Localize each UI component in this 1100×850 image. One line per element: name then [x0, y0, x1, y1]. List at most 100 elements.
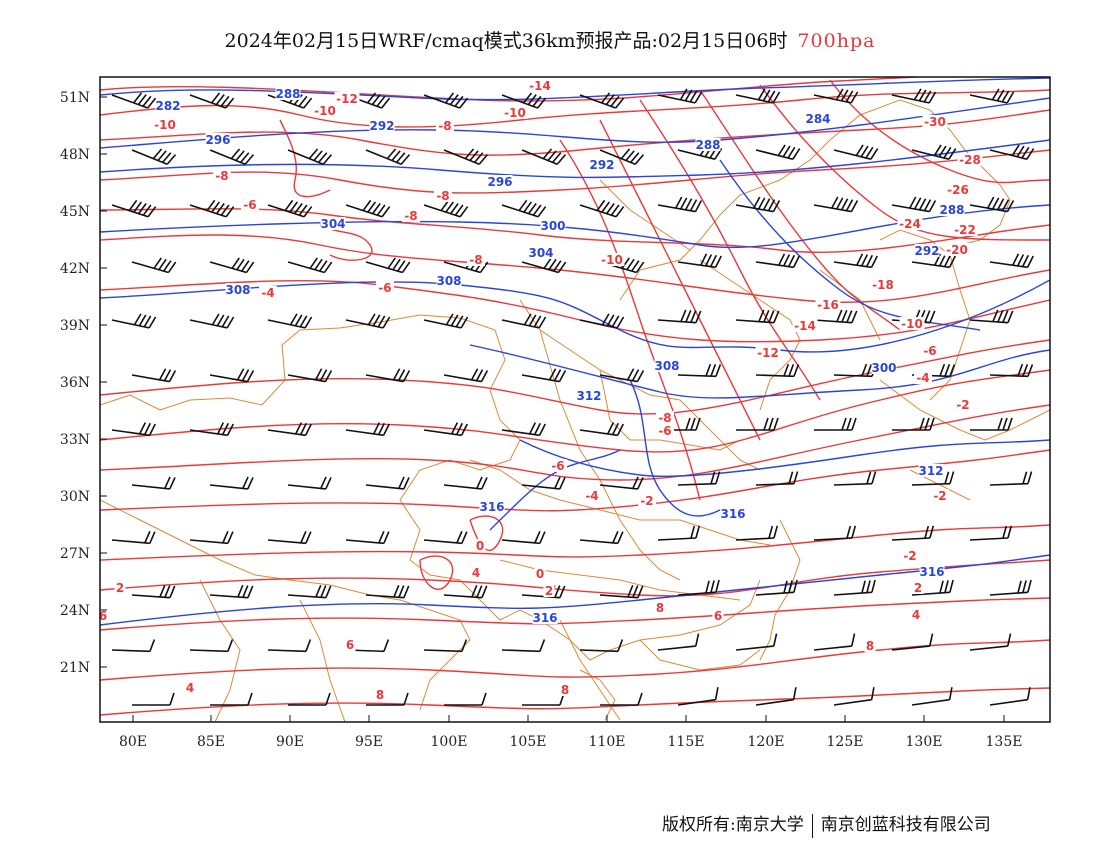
label-bg [899, 317, 925, 330]
wind-barb [131, 584, 176, 599]
label-bg [576, 389, 602, 402]
lon-tick-label: 95E [355, 734, 383, 750]
wind-barb [677, 253, 722, 269]
label-bg [320, 217, 346, 230]
label-bg [487, 175, 513, 188]
temperature-label: -14 [794, 319, 816, 333]
wind-barb [209, 368, 255, 383]
lat-tick-label: 36N [60, 375, 90, 391]
temperature-label: -6 [378, 281, 391, 295]
wind-barb [131, 368, 177, 383]
wind-barb [267, 199, 313, 218]
label-bg [527, 79, 553, 92]
height-label: 288 [275, 87, 300, 101]
boundary-lines [100, 99, 1050, 722]
label-bg [912, 581, 924, 594]
wind-barb [813, 633, 856, 651]
height-label: 282 [155, 99, 180, 113]
wind-barb [501, 639, 546, 653]
height-label: 300 [540, 219, 565, 233]
label-bg [474, 539, 486, 552]
wind-barb [111, 92, 157, 109]
wind-barb [833, 687, 875, 706]
wind-barb [813, 309, 858, 324]
lon-tick-label: 120E [748, 734, 785, 750]
wind-barb [423, 422, 468, 437]
wind-barb [579, 313, 625, 329]
wind-barb [813, 196, 859, 213]
lat-tick-label: 42N [60, 261, 90, 277]
wind-barb [501, 199, 547, 218]
height-labels: 2822882922962842882962923003043043083123… [155, 87, 965, 625]
wind-barb [209, 584, 254, 599]
lon-tick-label: 80E [119, 734, 147, 750]
temperature-label: -8 [215, 169, 228, 183]
wind-barb [657, 309, 702, 324]
wind-barb [287, 476, 332, 490]
lat-tick-label: 24N [60, 603, 90, 619]
wind-barb [365, 476, 410, 490]
lon-tick-label: 115E [668, 734, 705, 750]
wind-barb [677, 687, 719, 706]
label-bg [864, 639, 876, 652]
temperature-label: -4 [916, 371, 929, 385]
temperature-label: 8 [656, 601, 664, 615]
wind-barb [969, 88, 1015, 104]
temperature-label: 2 [116, 581, 124, 595]
temperature-label: -16 [817, 298, 839, 312]
label-bg [100, 609, 109, 622]
wind-barb [677, 471, 721, 486]
wind-barb [736, 417, 779, 431]
height-label: 292 [589, 158, 614, 172]
wind-barb [911, 687, 953, 706]
lat-tick-label: 48N [60, 147, 90, 163]
label-bg [910, 608, 922, 621]
wind-barb [209, 476, 254, 490]
label-bg [919, 565, 945, 578]
lon-tick-label: 105E [510, 734, 547, 750]
temperature-label: -6 [243, 198, 256, 212]
label-bg [467, 253, 485, 266]
wind-barb [521, 148, 567, 165]
lon-tick-label: 100E [431, 734, 468, 750]
wind-barb [813, 88, 859, 104]
label-bg [945, 183, 971, 196]
wind-barb [657, 88, 703, 104]
label-bg [901, 549, 919, 562]
wind-barb [911, 253, 956, 269]
wind-barb [599, 584, 644, 599]
temperature-label: 4 [186, 681, 194, 695]
wind-barb [345, 199, 391, 218]
temperature-label: -26 [947, 183, 969, 197]
label-bg [957, 153, 983, 166]
height-label: 288 [695, 138, 720, 152]
wind-barb [969, 196, 1015, 213]
label-bg [184, 681, 196, 694]
temperature-label: 8 [376, 688, 384, 702]
wind-barb [735, 88, 781, 104]
wind-barb [579, 199, 625, 218]
temperature-label: -2 [956, 398, 969, 412]
wind-barb [657, 196, 703, 213]
label-bg [225, 283, 251, 296]
wind-barb [501, 530, 546, 545]
temperature-label: -30 [924, 115, 946, 129]
label-bg [241, 198, 259, 211]
label-bg [583, 489, 601, 502]
label-bg [259, 286, 277, 299]
lat-tick-label: 21N [60, 660, 90, 676]
wind-barb [755, 363, 800, 378]
wind-barb [288, 692, 331, 706]
label-bg [638, 494, 656, 507]
temperature-label: 8 [866, 639, 874, 653]
temperature-label: -8 [658, 411, 671, 425]
label-bg [502, 106, 528, 119]
label-bg [931, 489, 949, 502]
copyright-company: 南京创蓝科技有限公司 [820, 815, 991, 835]
temperature-label: 6 [714, 609, 722, 623]
temperature-label: 4 [472, 566, 480, 580]
lat-tick-label: 39N [60, 318, 90, 334]
temperature-label: -10 [901, 317, 923, 331]
label-bg [540, 219, 566, 232]
